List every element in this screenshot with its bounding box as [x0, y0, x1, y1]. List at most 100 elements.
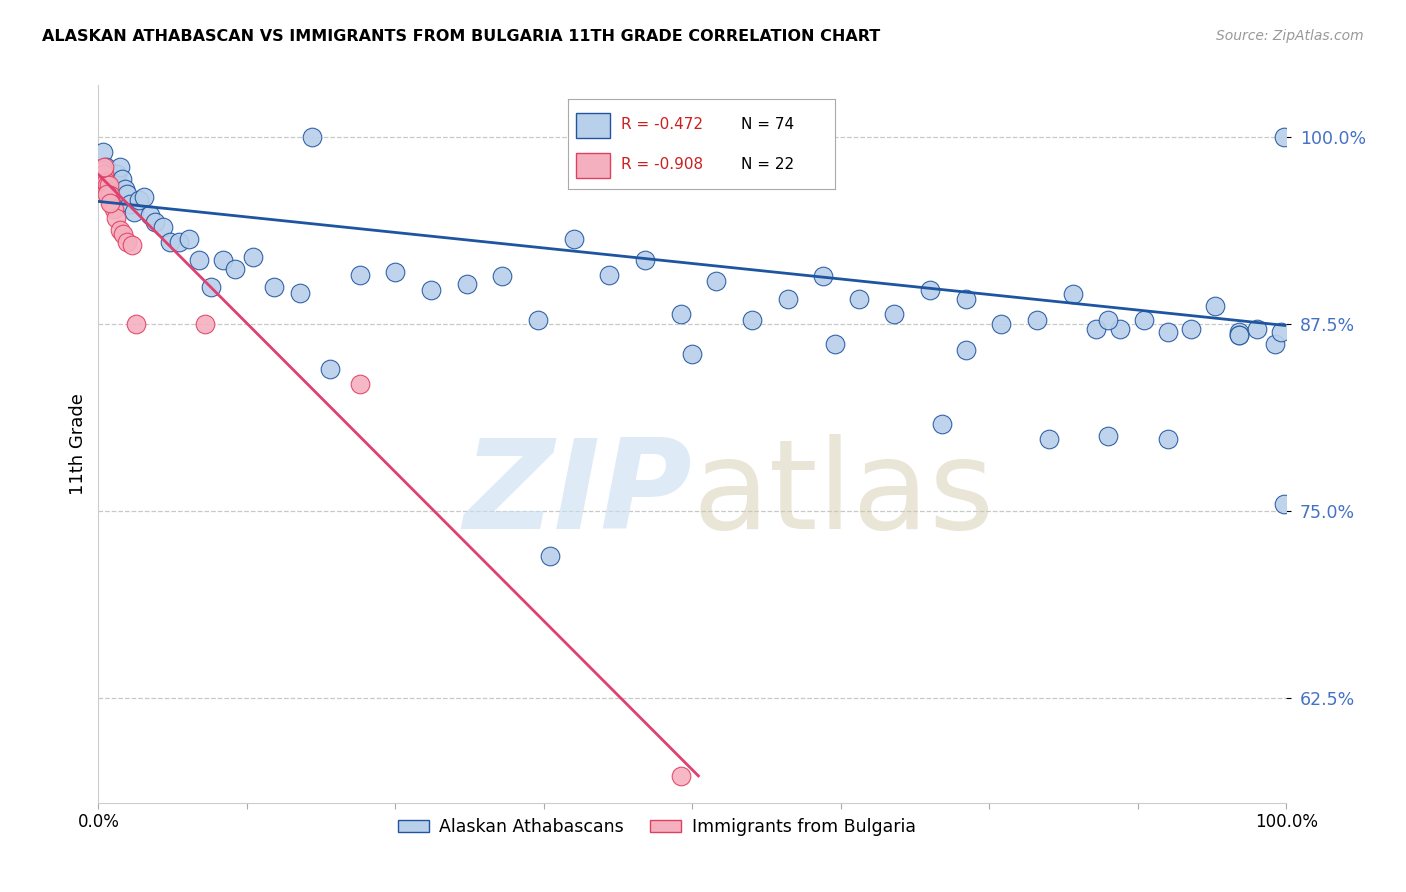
Text: Source: ZipAtlas.com: Source: ZipAtlas.com [1216, 29, 1364, 43]
Point [1264, 336, 1286, 351]
Point [1227, 325, 1250, 339]
Point [349, 376, 371, 391]
Point [811, 269, 834, 284]
Point [121, 237, 143, 252]
Point [384, 265, 406, 279]
Point [1097, 429, 1119, 443]
Point [990, 317, 1012, 331]
Point [1180, 321, 1202, 335]
Point [120, 197, 142, 211]
Point [94, 160, 117, 174]
Point [456, 277, 478, 291]
Point [103, 202, 125, 216]
Point [527, 312, 550, 326]
Point [98, 195, 121, 210]
Point [93, 160, 115, 174]
Point [290, 285, 312, 300]
Point [1156, 432, 1178, 446]
Point [1204, 299, 1226, 313]
Point [669, 307, 692, 321]
Point [93, 168, 115, 182]
Point [1156, 325, 1178, 339]
Point [1085, 321, 1108, 335]
Point [98, 188, 121, 202]
Point [108, 160, 131, 174]
Point [101, 178, 124, 192]
Point [883, 307, 905, 321]
Legend: Alaskan Athabascans, Immigrants from Bulgaria: Alaskan Athabascans, Immigrants from Bul… [391, 811, 922, 843]
Point [741, 312, 763, 326]
Point [96, 186, 118, 201]
Point [1227, 327, 1250, 342]
Text: atlas: atlas [692, 434, 994, 555]
Point [301, 130, 323, 145]
Point [114, 182, 136, 196]
Point [562, 232, 585, 246]
Point [1062, 287, 1084, 301]
Point [349, 268, 371, 282]
Point [420, 283, 443, 297]
Point [97, 184, 120, 198]
Point [824, 336, 846, 351]
Point [1272, 497, 1295, 511]
Point [128, 193, 150, 207]
Point [200, 279, 222, 293]
Point [848, 292, 870, 306]
Point [1227, 327, 1250, 342]
Point [94, 175, 117, 189]
Point [96, 178, 118, 192]
Point [212, 252, 235, 267]
Point [263, 279, 285, 293]
Point [91, 145, 114, 159]
Point [1109, 321, 1132, 335]
Point [704, 274, 727, 288]
Point [98, 175, 121, 189]
Point [491, 269, 513, 284]
Point [242, 250, 264, 264]
Point [98, 178, 121, 192]
Point [920, 283, 942, 297]
Point [1272, 130, 1295, 145]
Point [955, 343, 977, 357]
Point [159, 235, 181, 249]
Point [145, 215, 167, 229]
Point [167, 235, 190, 249]
Point [111, 172, 134, 186]
Point [112, 227, 135, 242]
Point [1038, 432, 1060, 446]
Point [107, 168, 129, 182]
Point [1270, 325, 1292, 339]
Point [194, 317, 217, 331]
Point [115, 235, 138, 249]
Y-axis label: 11th Grade: 11th Grade [69, 392, 87, 495]
Point [681, 347, 703, 361]
Point [105, 211, 128, 225]
Point [188, 252, 211, 267]
Point [598, 268, 620, 282]
Point [1133, 312, 1156, 326]
Point [122, 205, 145, 219]
Point [319, 362, 342, 376]
Point [125, 317, 148, 331]
Point [104, 168, 127, 182]
Point [538, 549, 561, 563]
Point [90, 172, 112, 186]
Point [108, 223, 131, 237]
Point [224, 261, 246, 276]
Point [634, 252, 657, 267]
Point [138, 208, 160, 222]
Text: ZIP: ZIP [464, 434, 692, 555]
Point [97, 168, 120, 182]
Text: ALASKAN ATHABASCAN VS IMMIGRANTS FROM BULGARIA 11TH GRADE CORRELATION CHART: ALASKAN ATHABASCAN VS IMMIGRANTS FROM BU… [42, 29, 880, 44]
Point [955, 292, 977, 306]
Point [132, 190, 155, 204]
Point [115, 186, 138, 201]
Point [177, 232, 200, 246]
Point [776, 292, 799, 306]
Point [91, 163, 114, 178]
Point [1026, 312, 1049, 326]
Point [1097, 312, 1119, 326]
Point [669, 769, 692, 783]
Point [931, 417, 953, 432]
Point [100, 195, 122, 210]
